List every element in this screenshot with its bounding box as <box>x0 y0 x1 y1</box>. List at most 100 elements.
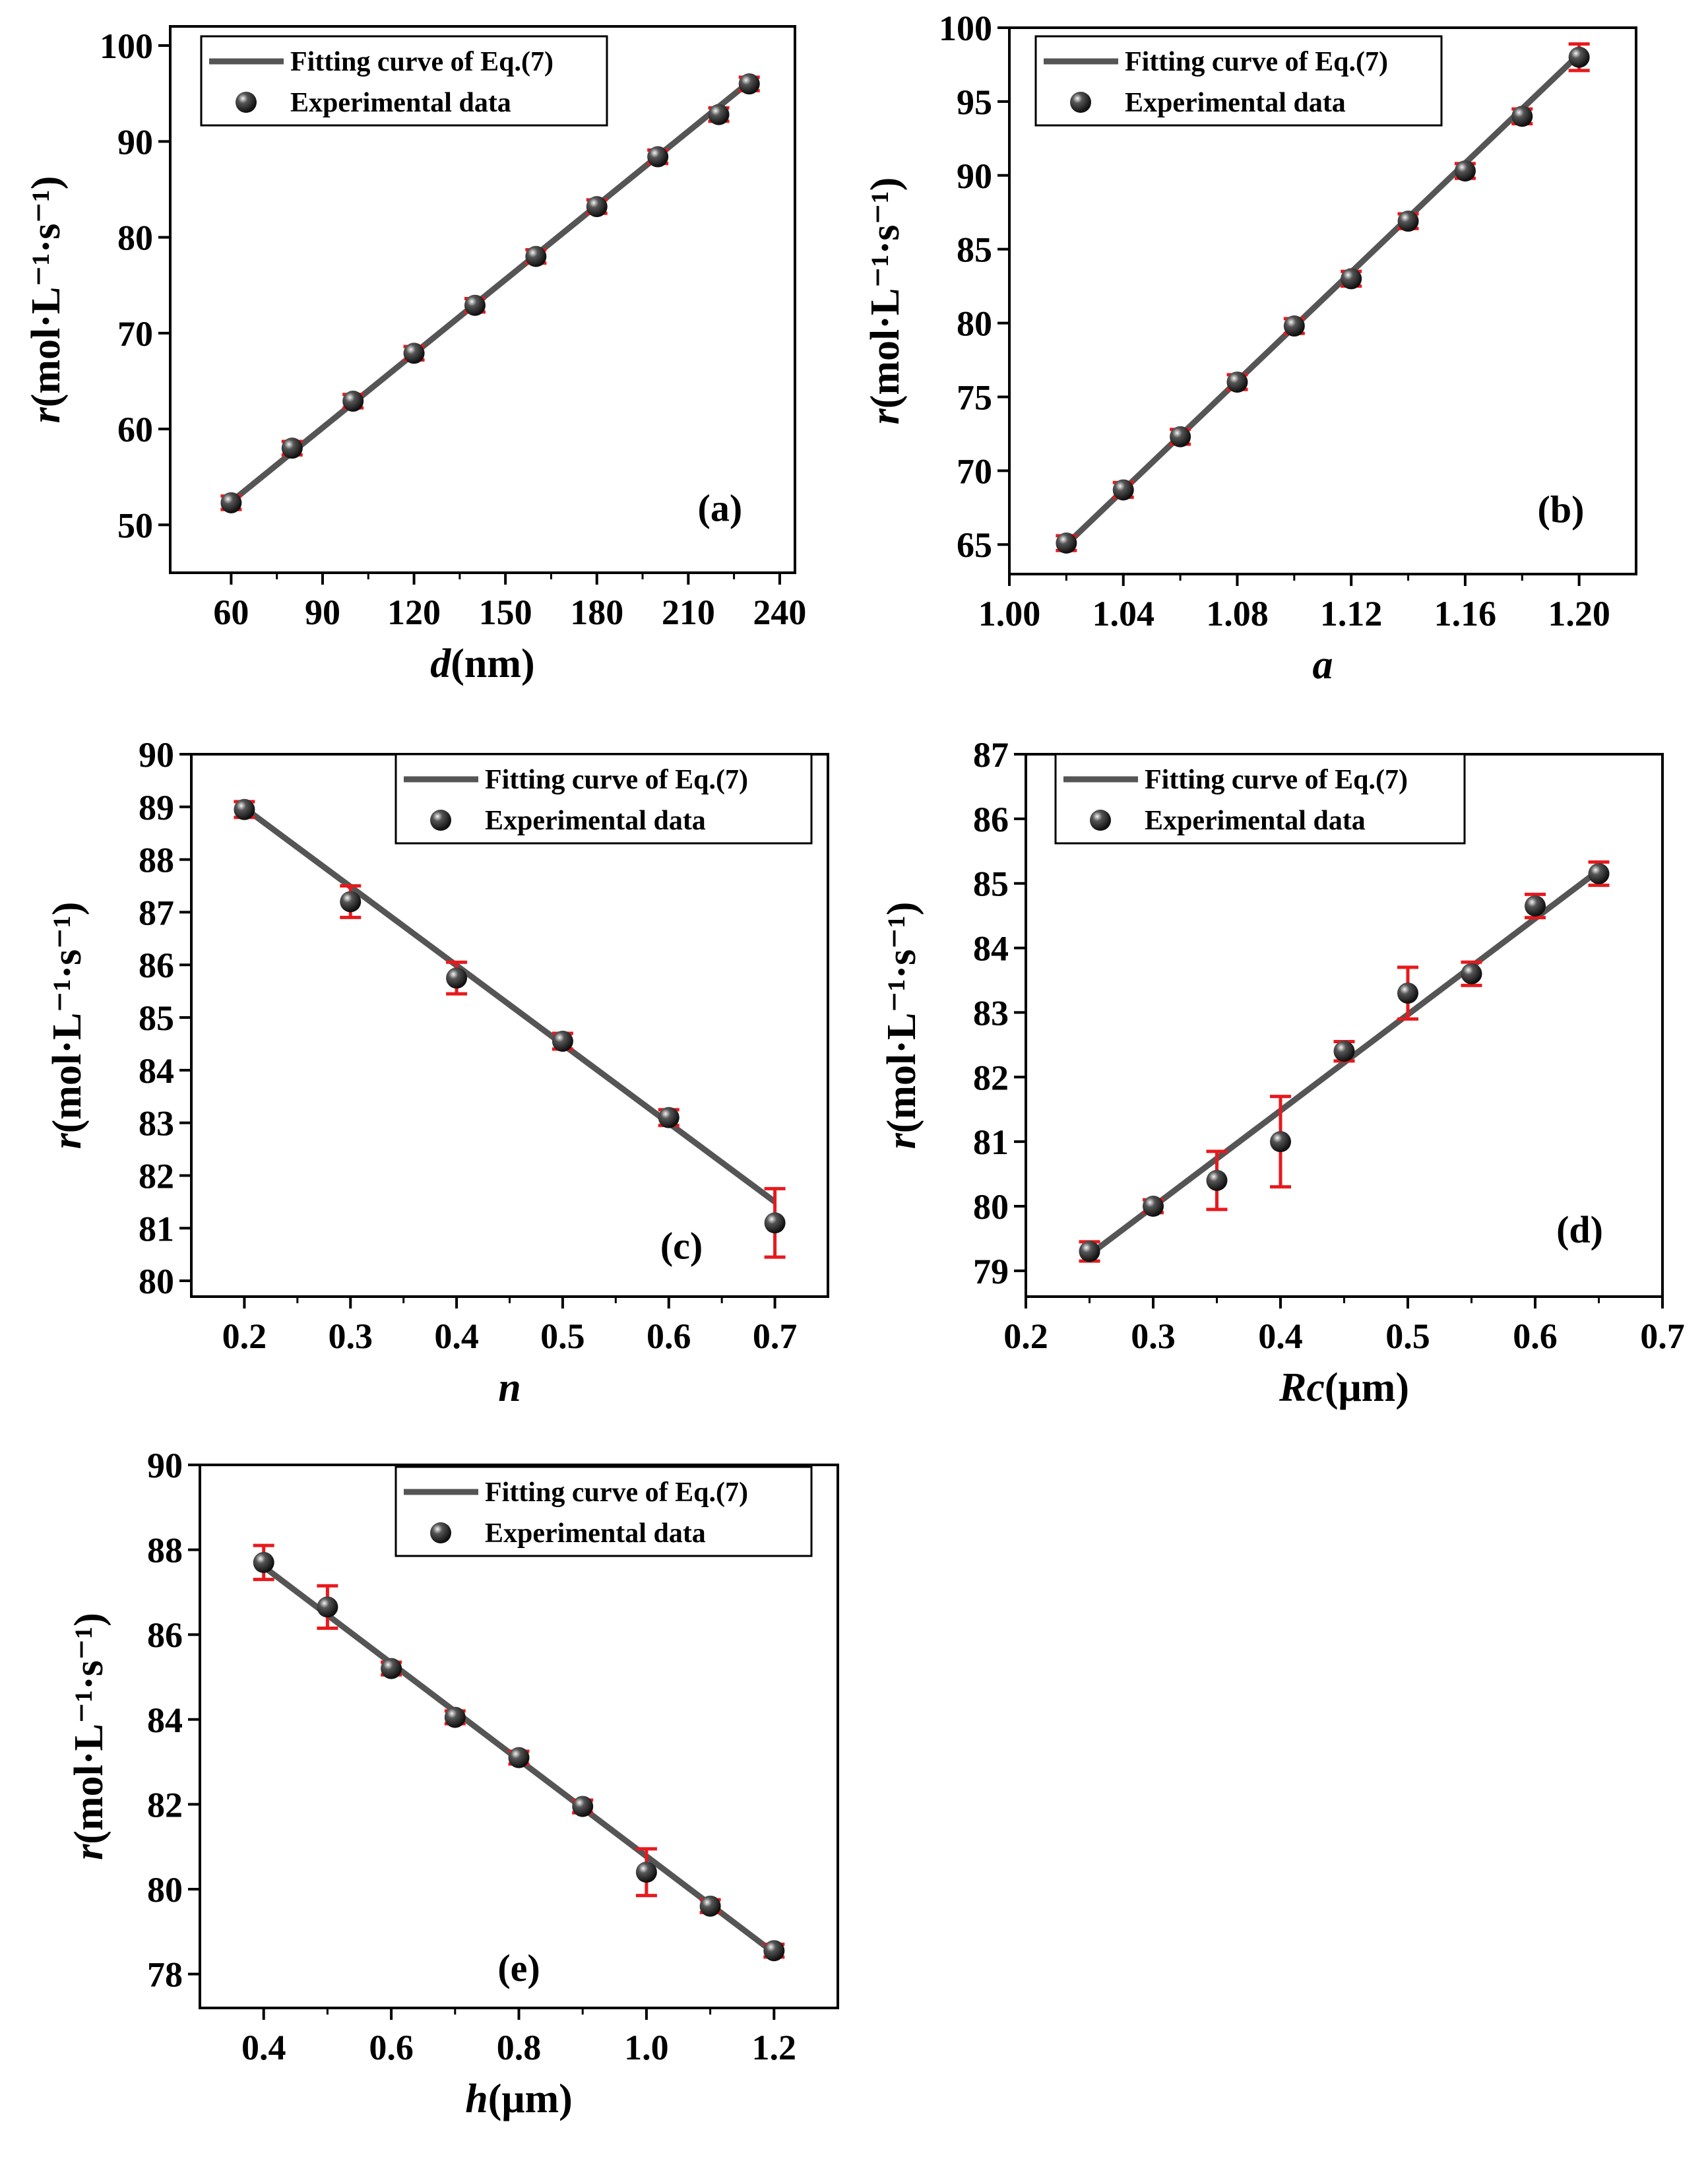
data-point <box>340 891 362 913</box>
legend-fit-label: Fitting curve of Eq.(7) <box>290 47 554 77</box>
y-tick-label: 80 <box>147 1870 183 1910</box>
data-point <box>658 1107 680 1128</box>
y-tick-label: 70 <box>957 451 992 491</box>
data-point <box>234 798 255 820</box>
panel-e: 0.4 0.6 0.8 1.0 1.2 78 80 82 84 86 88 90 h(μm) r(mol·… <box>67 1446 839 2121</box>
legend-fit-label: Fitting curve of Eq.(7) <box>1125 47 1388 77</box>
legend-data-marker <box>1070 92 1091 113</box>
data-point <box>403 342 425 364</box>
data-point <box>464 294 486 316</box>
x-axis-title: Rc(μm) <box>1279 1365 1409 1410</box>
data-point <box>764 1212 786 1234</box>
y-tick-label: 90 <box>139 735 174 775</box>
x-axis-title-unit: (μm) <box>488 2077 573 2121</box>
legend-box <box>1054 753 1466 845</box>
data-point <box>1397 983 1418 1004</box>
y-tick-label: 81 <box>139 1209 174 1248</box>
x-tick-label: 0.4 <box>434 1316 479 1356</box>
y-axis-title-symbol: r <box>24 406 69 423</box>
y-tick-label: 90 <box>147 1446 183 1485</box>
data-point <box>1333 1041 1355 1062</box>
x-tick-label: 120 <box>387 593 441 632</box>
data-point <box>708 104 730 125</box>
data-point <box>1588 863 1610 885</box>
x-axis-title-symbol: d <box>430 641 451 686</box>
x-tick-label: 150 <box>479 593 532 632</box>
y-tick-label: 84 <box>147 1700 183 1740</box>
legend-fit-label: Fitting curve of Eq.(7) <box>485 1477 748 1508</box>
y-tick-label: 90 <box>957 156 992 196</box>
x-tick-label: 1.08 <box>1206 594 1269 633</box>
data-point <box>508 1747 530 1768</box>
x-tick-label: 210 <box>662 593 715 632</box>
x-tick-label: 0.7 <box>1640 1316 1685 1356</box>
y-axis-title: r(mol·L⁻¹·s⁻¹) <box>67 1613 111 1860</box>
panel-d: 0.2 0.3 0.4 0.5 0.6 0.7 79 80 81 82 83 84 85 86 87 Rc(μ… <box>879 735 1685 1410</box>
y-tick-label: 87 <box>973 735 1009 775</box>
data-point <box>253 1551 274 1573</box>
y-tick-label: 85 <box>973 864 1009 904</box>
legend-data-marker <box>430 810 451 831</box>
data-point <box>738 73 760 95</box>
legend-data-marker <box>1090 810 1111 831</box>
x-tick-label: 0.5 <box>540 1316 585 1356</box>
y-axis-title-unit: (mol·L⁻¹·s⁻¹) <box>879 902 924 1134</box>
x-tick-label: 1.2 <box>752 2028 797 2067</box>
data-point <box>1170 426 1191 447</box>
x-tick-label: 0.3 <box>1131 1316 1176 1356</box>
data-point <box>586 196 608 218</box>
y-axis-title-symbol: r <box>45 1132 90 1149</box>
y-tick-label: 75 <box>957 377 992 417</box>
y-axis-title-unit: (mol·L⁻¹·s⁻¹) <box>863 178 908 409</box>
y-tick-label: 82 <box>147 1785 183 1825</box>
legend-data-label: Experimental data <box>290 88 511 118</box>
panel-label: (a) <box>698 486 743 529</box>
data-point <box>1056 533 1077 554</box>
y-tick-label: 89 <box>139 788 174 827</box>
data-point <box>699 1895 721 1917</box>
x-axis-title-symbol: h <box>465 2077 488 2121</box>
panel-b: 1.00 1.04 1.08 1.12 1.16 1.20 65 70 75 80 85 90 95 10… <box>863 9 1637 688</box>
data-point <box>446 967 468 989</box>
data-point <box>1112 479 1134 501</box>
y-tick-label: 86 <box>139 946 174 985</box>
x-tick-label: 0.6 <box>647 1316 691 1356</box>
y-tick-label: 100 <box>100 26 153 66</box>
y-axis-title: r(mol·L⁻¹·s⁻¹) <box>863 178 908 425</box>
y-tick-label: 82 <box>139 1156 174 1196</box>
y-tick-label: 80 <box>139 1262 174 1301</box>
data-point <box>1206 1169 1228 1191</box>
data-point <box>381 1658 402 1679</box>
data-point <box>1511 106 1533 127</box>
y-tick-label: 100 <box>939 9 992 48</box>
x-axis-title: h(μm) <box>465 2077 573 2121</box>
x-tick-label: 0.3 <box>329 1316 373 1356</box>
x-tick-label: 1.0 <box>624 2028 669 2067</box>
x-axis-title-unit: (μm) <box>1325 1365 1409 1410</box>
y-tick-label: 70 <box>117 314 153 354</box>
fit-line <box>242 805 777 1204</box>
data-point <box>572 1795 594 1817</box>
x-tick-label: 1.20 <box>1548 594 1610 633</box>
panel-c: 0.2 0.3 0.4 0.5 0.6 0.7 80 81 82 83 84 85 86 87 88 89 90… <box>45 735 829 1410</box>
y-axis-title: r(mol·L⁻¹·s⁻¹) <box>879 902 924 1149</box>
x-axis-title: a <box>1313 643 1333 688</box>
y-tick-label: 90 <box>117 122 153 162</box>
data-point <box>317 1596 338 1618</box>
fit-line <box>229 79 751 505</box>
y-tick-label: 84 <box>139 1051 174 1091</box>
data-point <box>1568 46 1590 68</box>
legend-data-marker <box>430 1522 451 1543</box>
x-tick-label: 0.6 <box>1513 1316 1558 1356</box>
panel-label: (c) <box>660 1224 703 1267</box>
data-point <box>1283 315 1305 337</box>
x-tick-label: 240 <box>753 593 806 632</box>
y-tick-label: 86 <box>973 800 1009 839</box>
legend-fit-label: Fitting curve of Eq.(7) <box>1145 765 1408 795</box>
x-axis-title: d(nm) <box>430 641 534 686</box>
data-point <box>1270 1131 1291 1153</box>
x-tick-label: 1.04 <box>1092 594 1154 633</box>
data-point <box>1079 1241 1100 1262</box>
legend-box <box>200 35 608 127</box>
x-axis-title-symbol: n <box>498 1365 521 1410</box>
